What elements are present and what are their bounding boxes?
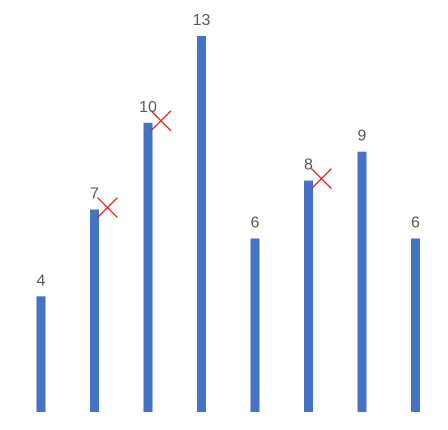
- bar-7: [357, 151, 367, 412]
- data-label-1: 4: [37, 272, 46, 289]
- bar-3: [143, 122, 153, 413]
- data-label-4: 13: [193, 12, 211, 29]
- cross-mark-2: [97, 197, 118, 218]
- data-label-6: 8: [304, 157, 313, 174]
- bar-5: [250, 238, 260, 412]
- bar-1: [36, 296, 46, 412]
- bar-8: [411, 238, 420, 412]
- bars-layer: [36, 36, 420, 413]
- data-label-7: 9: [358, 128, 367, 145]
- data-label-2: 7: [90, 186, 99, 203]
- cross-stroke-2: [311, 168, 332, 190]
- bar-6: [304, 180, 313, 412]
- data-label-8: 6: [411, 215, 420, 232]
- cross-mark-6: [311, 168, 332, 190]
- cross-mark-3: [150, 110, 172, 132]
- data-label-5: 6: [251, 215, 260, 232]
- bar-4: [197, 36, 206, 412]
- cross-stroke-2: [150, 110, 172, 132]
- cross-marks-layer: [97, 110, 332, 218]
- bar-2: [90, 209, 99, 412]
- cross-stroke-2: [97, 197, 118, 218]
